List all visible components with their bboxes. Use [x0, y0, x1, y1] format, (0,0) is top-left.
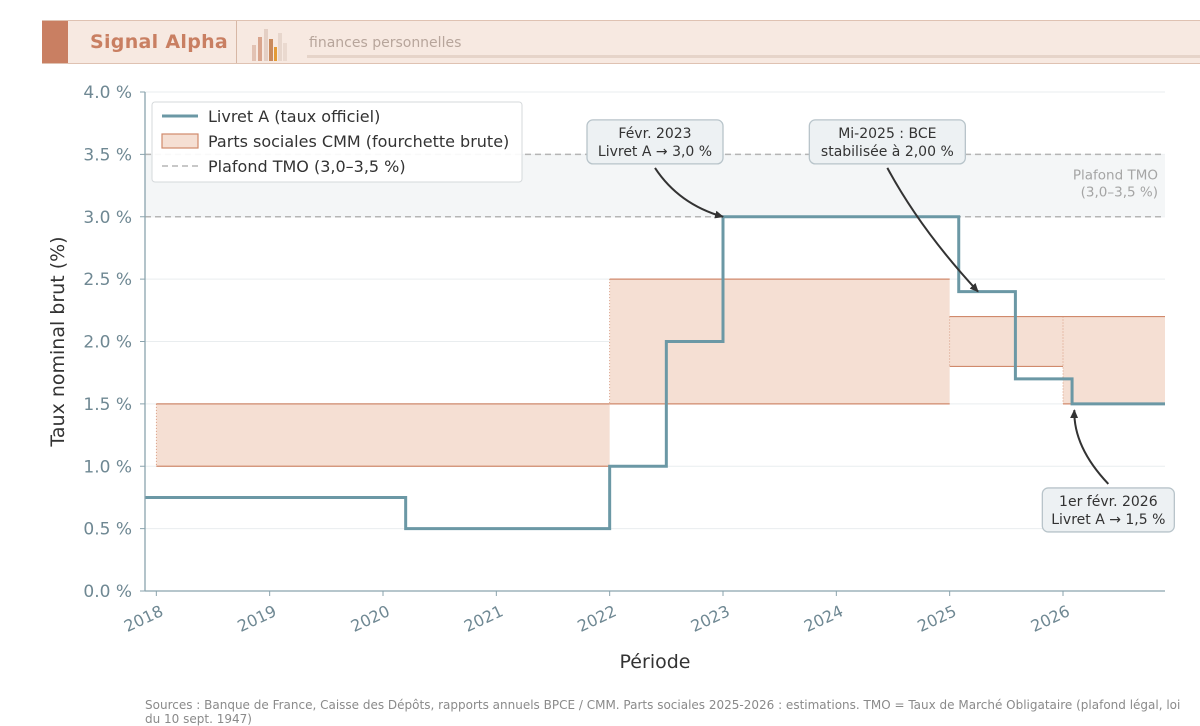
x-axis-title: Période — [620, 651, 691, 673]
x-tick-label-6: 2024 — [801, 601, 846, 635]
annotation-box-2 — [1041, 487, 1175, 533]
x-tick-label-8: 2026 — [1028, 601, 1073, 635]
y-tick-label-7: 3.5 % — [83, 145, 132, 165]
legend-label-2: Plafond TMO (3,0–3,5 %) — [208, 157, 406, 176]
x-tick-label-1: 2019 — [234, 601, 279, 635]
annotation-box-0 — [586, 119, 724, 165]
y-axis-title: Taux nominal brut (%) — [47, 236, 69, 447]
annotation-arrow-1 — [886, 167, 979, 293]
x-tick-label-3: 2021 — [461, 601, 506, 635]
legend-label-0: Livret A (taux officiel) — [208, 107, 380, 126]
annotation-arrow-2 — [1070, 409, 1110, 485]
y-tick-label-3: 1.5 % — [83, 395, 132, 415]
brand-accent-bar — [42, 21, 68, 63]
site-header: Signal Alpha finances personnelles — [42, 20, 1200, 64]
annotation-text-2: 1er févr. 2026 — [1059, 494, 1158, 510]
x-tick-label-0: 2018 — [121, 601, 166, 635]
annotation-arrow-0 — [654, 167, 724, 219]
annotation-text-1: Mi-2025 : BCE — [838, 126, 936, 142]
y-tick-label-0: 0.0 % — [83, 582, 132, 602]
annotation-text-sub-0: Livret A → 3,0 % — [598, 144, 712, 160]
y-tick-label-8: 4.0 % — [83, 83, 132, 103]
annotation-text-0: Févr. 2023 — [618, 126, 691, 142]
rate-chart: 0.0 % 0.5 % 1.0 % 1.5 % 2.0 % 2.5 % 3.0 % 3.5 %… — [47, 83, 1175, 673]
band-segment-2 — [949, 316, 1063, 367]
header-divider — [236, 21, 237, 63]
tmo-range-label-sub: (3,0–3,5 %) — [1081, 184, 1158, 200]
band-segment-3 — [1063, 316, 1165, 404]
band-segment-1 — [609, 279, 950, 404]
annotation-text-sub-2: Livret A → 1,5 % — [1051, 512, 1165, 528]
x-tick-label-7: 2025 — [914, 601, 959, 635]
sources-note-continued: du 10 sept. 1947) — [145, 712, 252, 726]
annotation-text-sub-1: stabilisée à 2,00 % — [821, 144, 954, 160]
tagline-underline — [307, 55, 1200, 58]
annotation-box-1 — [808, 119, 966, 165]
y-tick-label-2: 1.0 % — [83, 457, 132, 477]
bar-chart-icon — [252, 29, 287, 61]
y-tick-label-5: 2.5 % — [83, 270, 132, 290]
x-tick-label-5: 2023 — [688, 601, 733, 635]
y-tick-label-4: 2.0 % — [83, 333, 132, 353]
legend-label-1: Parts sociales CMM (fourchette brute) — [208, 132, 509, 151]
y-tick-label-6: 3.0 % — [83, 208, 132, 228]
x-tick-label-4: 2022 — [574, 601, 619, 635]
sources-note: Sources : Banque de France, Caisse des D… — [145, 698, 1181, 712]
legend-swatch-band — [161, 133, 199, 149]
tmo-range-label: Plafond TMO — [1073, 167, 1158, 183]
x-tick-label-2: 2020 — [348, 601, 393, 635]
y-tick-label-1: 0.5 % — [83, 520, 132, 540]
legend-box — [151, 101, 523, 183]
band-segment-0 — [156, 403, 610, 467]
header-tagline: finances personnelles — [309, 35, 462, 51]
brand-name[interactable]: Signal Alpha — [90, 31, 229, 53]
livret-a-step-line — [145, 215, 1165, 531]
